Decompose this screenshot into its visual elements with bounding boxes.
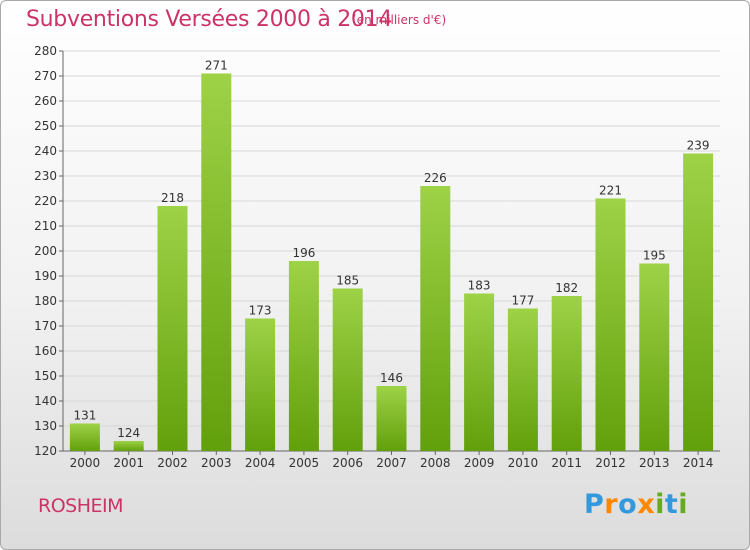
bar: [683, 153, 714, 451]
bar-value-label: 221: [599, 184, 622, 198]
logo-letter: P: [584, 489, 605, 520]
x-tick-label: 2003: [201, 456, 232, 470]
bar-value-label: 173: [249, 304, 272, 318]
bar-value-label: 196: [292, 246, 315, 260]
bar: [332, 288, 363, 451]
x-tick-label: 2010: [508, 456, 539, 470]
bar-value-label: 182: [555, 281, 578, 295]
x-tick-label: 2013: [639, 456, 670, 470]
y-tick-label: 120: [34, 444, 57, 458]
bar-value-label: 183: [468, 279, 491, 293]
x-tick-label: 2009: [464, 456, 495, 470]
bar: [245, 318, 276, 451]
x-tick-labels: 2000 2001 2002 2003 2004 2005 2006 2007 2008 2009…: [70, 456, 714, 470]
bar-value-label: 177: [511, 294, 534, 308]
x-tick-label: 2001: [113, 456, 144, 470]
logo-letter: x: [637, 489, 656, 520]
logo-letter: r: [604, 489, 619, 520]
bar: [507, 308, 538, 451]
x-tick-label: 2006: [332, 456, 363, 470]
bar-value-label: 146: [380, 371, 403, 385]
bar: [157, 206, 188, 451]
bars: [69, 73, 714, 451]
commune-name: ROSHEIM: [38, 495, 124, 517]
y-tick-label: 170: [34, 319, 57, 333]
bar: [420, 186, 451, 451]
bar-value-label: 218: [161, 191, 184, 205]
y-tick-label: 190: [34, 269, 57, 283]
y-tick-label: 180: [34, 294, 57, 308]
x-tick-label: 2000: [70, 456, 101, 470]
x-tick-label: 2002: [157, 456, 188, 470]
x-tick-label: 2014: [683, 456, 714, 470]
logo-letter: i: [655, 489, 665, 520]
x-tick-label: 2004: [245, 456, 276, 470]
bar-value-label: 239: [687, 139, 710, 153]
y-tick-label: 230: [34, 169, 57, 183]
x-tick-label: 2005: [289, 456, 320, 470]
y-tick-label: 210: [34, 219, 57, 233]
logo-letter: t: [664, 489, 679, 520]
y-tick-label: 280: [34, 44, 57, 58]
x-tick-label: 2011: [551, 456, 582, 470]
bar: [113, 441, 144, 451]
bar-value-label: 124: [117, 426, 140, 440]
bar-value-label: 271: [205, 59, 228, 73]
proxiti-logo: Proxiti: [584, 489, 688, 520]
bar: [551, 296, 582, 451]
bar-value-label: 131: [73, 409, 96, 423]
y-tick-label: 200: [34, 244, 57, 258]
y-tick-labels: 120 130 140 150 160 170 180 190 200 210 220 230 240 2…: [34, 44, 57, 458]
bar: [464, 293, 495, 451]
bar-value-label: 226: [424, 171, 447, 185]
y-tick-label: 130: [34, 419, 57, 433]
bar: [376, 386, 407, 451]
x-tick-label: 2008: [420, 456, 451, 470]
y-tick-label: 220: [34, 194, 57, 208]
bar: [288, 261, 319, 451]
y-tick-label: 140: [34, 394, 57, 408]
x-tick-label: 2012: [595, 456, 626, 470]
bar: [639, 263, 670, 451]
y-tick-label: 250: [34, 119, 57, 133]
y-tick-label: 260: [34, 94, 57, 108]
x-tick-label: 2007: [376, 456, 407, 470]
y-tick-label: 240: [34, 144, 57, 158]
logo-letter: i: [678, 489, 689, 520]
bar: [201, 73, 232, 451]
y-tick-label: 160: [34, 344, 57, 358]
y-tick-label: 150: [34, 369, 57, 383]
value-labels: 131 124 218 271 173 196 185 146 226 183 177 182 221 1…: [73, 59, 709, 441]
bar: [69, 423, 100, 451]
bar-value-label: 195: [643, 249, 666, 263]
logo-letter: o: [618, 489, 638, 520]
chart-title: Subventions Versées 2000 à 2014: [26, 7, 393, 32]
bar: [595, 198, 626, 451]
bar-value-label: 185: [336, 274, 359, 288]
y-tick-label: 270: [34, 69, 57, 83]
chart-subtitle: (en milliers d'€): [352, 13, 447, 27]
